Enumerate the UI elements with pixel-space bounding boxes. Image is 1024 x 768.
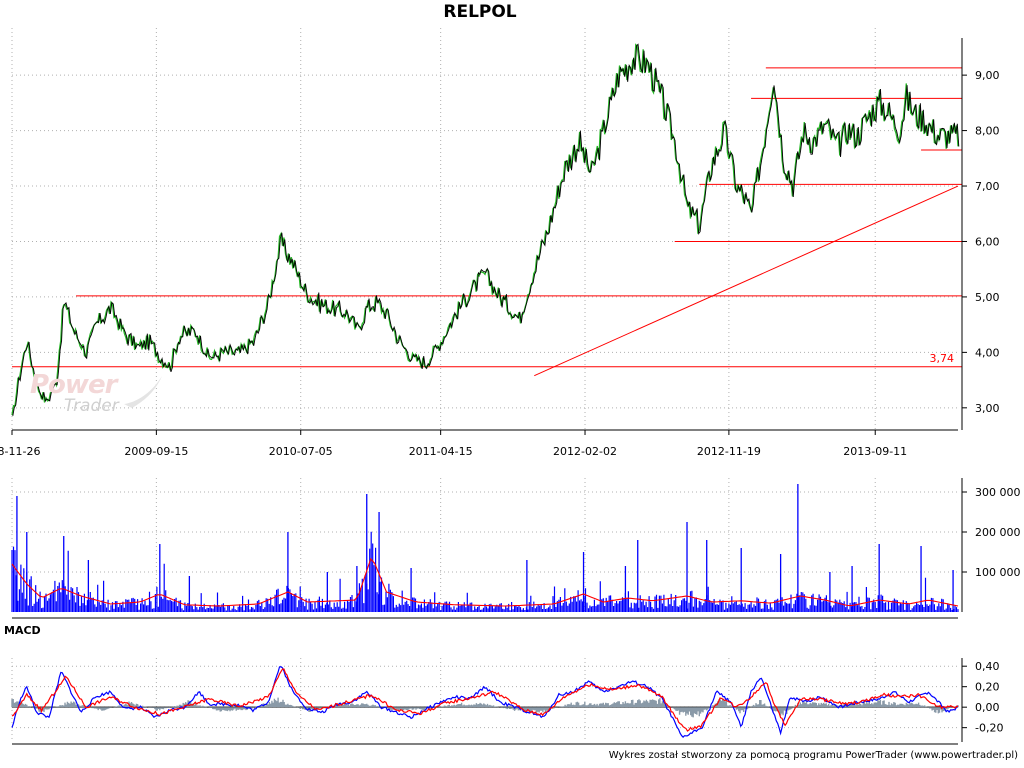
- signal-line: [11, 668, 959, 732]
- watermark-swoosh-icon: [124, 376, 162, 408]
- price-y-tick-label: 8,00: [975, 125, 1000, 138]
- support-level-label: 3,74: [930, 352, 955, 365]
- macd-label: MACD: [4, 624, 41, 637]
- volume-moving-average: [11, 557, 959, 607]
- volume-y-tick-label: 200 000: [975, 526, 1021, 539]
- price-line-up: [11, 43, 959, 416]
- x-tick-label: 2012-11-19: [697, 445, 761, 458]
- macd-y-tick-label: 0,00: [975, 701, 1000, 714]
- price-y-tick-label: 9,00: [975, 69, 1000, 82]
- price-y-tick-label: 3,00: [975, 402, 1000, 415]
- watermark-power-text: Power: [30, 370, 117, 400]
- macd-line: [11, 666, 959, 738]
- macd-y-tick-label: 0,20: [975, 681, 1000, 694]
- volume-panel: [11, 484, 959, 612]
- price-y-tick-label: 4,00: [975, 346, 1000, 359]
- macd-y-tick-label: 0,40: [975, 660, 1000, 673]
- uptrend-line: [534, 185, 959, 377]
- macd-y-tick-label: -0,20: [975, 722, 1003, 735]
- macd-panel: [11, 666, 959, 738]
- volume-y-tick-label: 100 000: [975, 566, 1021, 579]
- x-tick-label: 2009-09-15: [124, 445, 188, 458]
- x-tick-label: 2010-07-05: [269, 445, 333, 458]
- volume-y-tick-label: 300 000: [975, 486, 1021, 499]
- price-y-tick-label: 5,00: [975, 291, 1000, 304]
- price-y-tick-label: 6,00: [975, 235, 1000, 248]
- x-tick-label: 2011-04-15: [409, 445, 473, 458]
- chart-title: RELPOL: [443, 2, 517, 22]
- x-tick-label: 008-11-26: [0, 445, 40, 458]
- price-panel: 3,74: [11, 43, 962, 416]
- watermark-trader-text: Trader: [64, 396, 119, 416]
- x-tick-label: 2013-09-11: [843, 445, 907, 458]
- footer-credit: Wykres został stworzony za pomocą progra…: [608, 750, 1018, 761]
- price-line: [12, 43, 960, 416]
- price-y-tick-label: 7,00: [975, 180, 1000, 193]
- x-tick-label: 2012-02-02: [553, 445, 617, 458]
- axis-layer: 008-11-26 2009-09-15 2010-07-05 2011-04-15 2…: [0, 38, 1021, 745]
- powertrader-watermark: Power Trader: [30, 370, 170, 420]
